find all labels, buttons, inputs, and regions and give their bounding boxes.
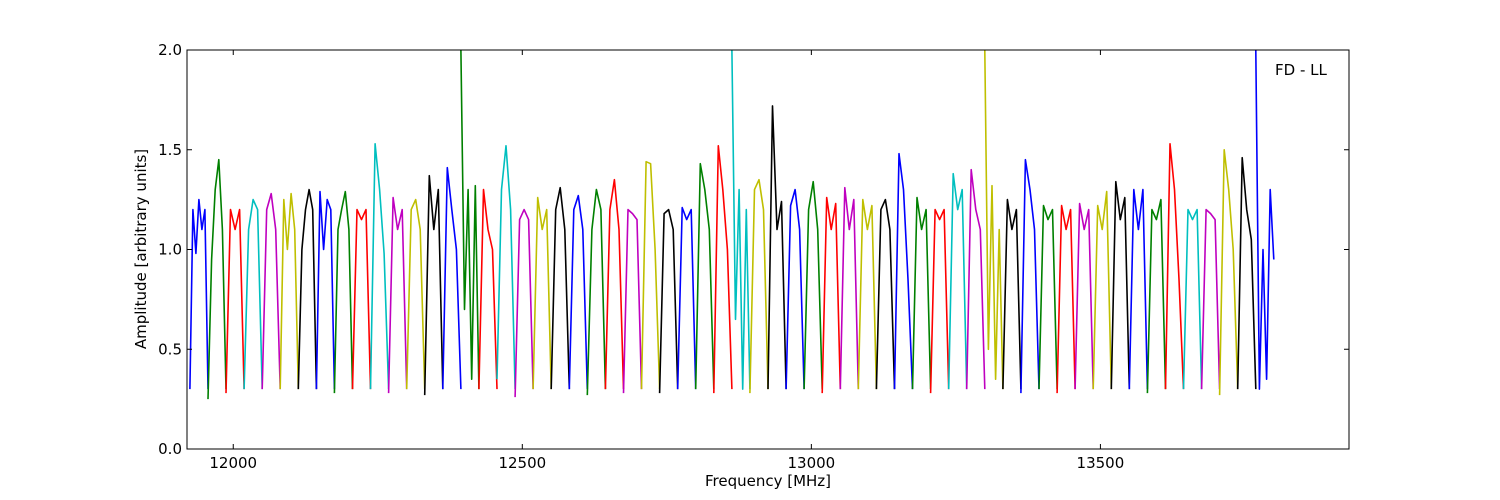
series-line-25 bbox=[622, 208, 643, 394]
series-line-56 bbox=[1182, 208, 1203, 390]
series-line-57 bbox=[1200, 208, 1221, 390]
y-axis-title: Amplitude [arbitrary units] bbox=[132, 149, 150, 349]
series-line-2 bbox=[207, 158, 227, 400]
x-tick-label-4: 13500 bbox=[1077, 454, 1125, 472]
series-line-46 bbox=[1002, 198, 1022, 390]
series-line-26 bbox=[640, 160, 661, 390]
series-line-8 bbox=[315, 190, 336, 390]
series-line-12 bbox=[387, 196, 408, 394]
series-line-43 bbox=[947, 172, 968, 390]
series-line-9 bbox=[333, 190, 354, 394]
series-line-34 bbox=[785, 188, 805, 390]
series-line-21 bbox=[550, 186, 571, 390]
series-line-20 bbox=[532, 196, 552, 390]
series-line-1 bbox=[189, 198, 209, 390]
y-tick-label-4: 1.5 bbox=[158, 141, 182, 159]
series-line-16 bbox=[460, 49, 480, 390]
series-line-15 bbox=[442, 166, 462, 390]
series-line-51 bbox=[1092, 190, 1113, 390]
series-line-48 bbox=[1038, 204, 1058, 390]
series-line-29 bbox=[694, 162, 715, 390]
series-line-58 bbox=[1218, 149, 1239, 396]
series-line-30 bbox=[713, 145, 733, 394]
series-line-53 bbox=[1128, 188, 1149, 390]
series-line-18 bbox=[496, 145, 516, 390]
series-line-33 bbox=[767, 105, 787, 390]
series-line-11 bbox=[369, 143, 390, 390]
series-line-42 bbox=[929, 208, 950, 394]
y-tick-label-3: 1.0 bbox=[158, 241, 182, 259]
x-axis-title: Frequency [MHz] bbox=[705, 472, 831, 490]
series-line-39 bbox=[875, 198, 896, 390]
y-tick-label-5: 2.0 bbox=[158, 41, 182, 59]
series-line-44 bbox=[965, 168, 986, 390]
y-tick-label-2: 0.5 bbox=[158, 340, 182, 358]
series-line-22 bbox=[568, 194, 589, 390]
series-line-40 bbox=[893, 152, 914, 390]
y-tick-label-1: 0.0 bbox=[158, 440, 182, 458]
series-line-6 bbox=[279, 192, 300, 390]
series-line-60 bbox=[1255, 49, 1275, 390]
series-line-7 bbox=[297, 188, 318, 390]
series-line-37 bbox=[839, 186, 860, 390]
x-tick-label-2: 12500 bbox=[498, 454, 546, 472]
series-line-35 bbox=[803, 180, 823, 390]
series-line-47 bbox=[1020, 158, 1040, 394]
series-line-3 bbox=[225, 208, 245, 394]
series-layer bbox=[189, 49, 1275, 400]
series-line-31 bbox=[731, 49, 751, 390]
series-line-45 bbox=[984, 49, 1004, 390]
series-line-59 bbox=[1236, 156, 1257, 390]
series-line-50 bbox=[1074, 202, 1094, 390]
series-line-28 bbox=[676, 206, 697, 390]
series-line-13 bbox=[405, 198, 426, 390]
series-line-4 bbox=[243, 198, 263, 390]
series-line-32 bbox=[749, 178, 769, 394]
series-line-55 bbox=[1164, 143, 1185, 390]
series-line-24 bbox=[604, 178, 625, 390]
chart-annotation: FD - LL bbox=[1275, 61, 1327, 79]
x-tick-label-3: 13000 bbox=[787, 454, 835, 472]
series-line-52 bbox=[1110, 180, 1131, 390]
series-line-36 bbox=[821, 196, 842, 394]
series-line-27 bbox=[658, 208, 679, 394]
series-line-17 bbox=[478, 188, 498, 390]
x-tick-label-1: 12000 bbox=[209, 454, 257, 472]
series-line-10 bbox=[351, 208, 372, 390]
series-line-5 bbox=[261, 192, 281, 390]
series-line-19 bbox=[514, 208, 534, 398]
series-line-49 bbox=[1056, 204, 1076, 394]
series-line-38 bbox=[857, 198, 878, 390]
series-line-54 bbox=[1146, 198, 1167, 394]
series-line-14 bbox=[423, 174, 444, 396]
series-line-23 bbox=[586, 188, 607, 396]
plot-frame bbox=[186, 49, 1350, 450]
series-line-41 bbox=[911, 196, 932, 390]
tick-layer: 12000 12500 13000 13500 0.0 0.5 1.0 1.5 2.0 bbox=[158, 41, 1349, 472]
